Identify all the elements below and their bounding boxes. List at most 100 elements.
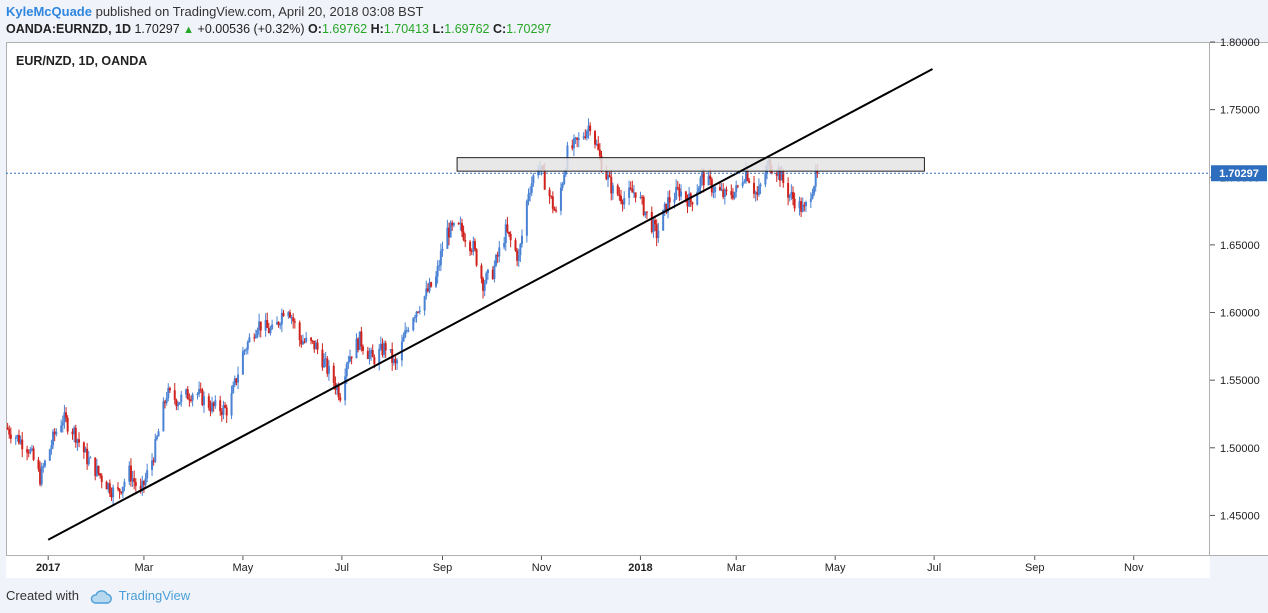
candle-body[interactable]: [198, 389, 201, 395]
candle-body[interactable]: [305, 337, 308, 342]
candle-body[interactable]: [345, 363, 348, 377]
candle-body[interactable]: [256, 330, 259, 335]
candle-body[interactable]: [165, 398, 168, 404]
candle-body[interactable]: [287, 312, 290, 317]
candle-body[interactable]: [324, 358, 327, 360]
candle-body[interactable]: [495, 254, 498, 266]
candle-body[interactable]: [254, 334, 257, 339]
candle-body[interactable]: [418, 310, 421, 312]
candle-body[interactable]: [73, 427, 76, 435]
candle-body[interactable]: [777, 167, 780, 176]
candle-body[interactable]: [655, 224, 658, 239]
candle-body[interactable]: [224, 405, 227, 408]
candle-body[interactable]: [326, 358, 329, 374]
candle-body[interactable]: [237, 374, 240, 383]
candle-body[interactable]: [675, 187, 678, 200]
candle-body[interactable]: [447, 227, 450, 238]
candle-body[interactable]: [209, 407, 212, 412]
candle-body[interactable]: [428, 282, 431, 292]
candle-body[interactable]: [770, 171, 773, 174]
candle-body[interactable]: [452, 223, 455, 226]
candle-body[interactable]: [313, 340, 316, 350]
candle-body[interactable]: [189, 399, 192, 401]
candle-body[interactable]: [321, 349, 324, 368]
candle-body[interactable]: [219, 400, 222, 412]
candle-body[interactable]: [266, 320, 269, 328]
candle-body[interactable]: [211, 402, 214, 412]
candle-body[interactable]: [21, 439, 24, 450]
ascending-trendline[interactable]: [47, 68, 933, 541]
candle-body[interactable]: [793, 198, 796, 209]
candle-body[interactable]: [662, 209, 665, 231]
candle-body[interactable]: [451, 222, 454, 226]
candle-body[interactable]: [131, 478, 134, 482]
candle-body[interactable]: [610, 176, 613, 194]
candle-body[interactable]: [529, 192, 532, 195]
candle-body[interactable]: [709, 175, 712, 180]
candle-body[interactable]: [472, 241, 475, 252]
candle-body[interactable]: [349, 356, 351, 362]
candle-body[interactable]: [14, 437, 17, 439]
candle-body[interactable]: [473, 241, 476, 250]
candle-body[interactable]: [368, 353, 371, 359]
candle-body[interactable]: [116, 487, 119, 489]
candle-body[interactable]: [118, 488, 121, 492]
candle-body[interactable]: [128, 465, 131, 482]
candle-body[interactable]: [801, 204, 804, 212]
candle-body[interactable]: [594, 131, 597, 145]
candle-body[interactable]: [676, 187, 679, 189]
candle-body[interactable]: [736, 185, 739, 187]
candle-body[interactable]: [628, 187, 631, 198]
candle-body[interactable]: [457, 223, 460, 225]
candle-body[interactable]: [95, 465, 98, 476]
candle-body[interactable]: [347, 361, 350, 364]
candle-body[interactable]: [157, 431, 160, 437]
candle-body[interactable]: [680, 191, 683, 197]
candle-body[interactable]: [19, 439, 22, 444]
candle-body[interactable]: [178, 402, 181, 405]
candle-body[interactable]: [168, 388, 171, 391]
candle-body[interactable]: [16, 435, 19, 438]
candle-body[interactable]: [634, 192, 637, 198]
time-axis[interactable]: [6, 556, 1210, 578]
candle-body[interactable]: [107, 483, 110, 490]
candle-body[interactable]: [611, 185, 614, 194]
candle-body[interactable]: [607, 175, 609, 180]
candle-body[interactable]: [99, 473, 102, 476]
candle-body[interactable]: [142, 480, 145, 485]
candle-body[interactable]: [241, 351, 244, 375]
candle-body[interactable]: [389, 349, 392, 351]
candle-body[interactable]: [316, 342, 319, 350]
candle-body[interactable]: [202, 396, 205, 406]
candle-body[interactable]: [498, 247, 501, 257]
candle-body[interactable]: [84, 448, 87, 453]
candle-body[interactable]: [744, 170, 747, 182]
candle-body[interactable]: [686, 199, 689, 207]
candle-body[interactable]: [186, 389, 189, 400]
candle-body[interactable]: [366, 350, 369, 359]
candle-body[interactable]: [514, 240, 517, 251]
candle-body[interactable]: [199, 389, 202, 391]
candle-body[interactable]: [277, 322, 280, 326]
candle-body[interactable]: [164, 401, 167, 404]
candle-body[interactable]: [764, 173, 767, 185]
candle-body[interactable]: [616, 185, 619, 195]
candle-body[interactable]: [212, 402, 215, 407]
candle-body[interactable]: [712, 191, 715, 193]
candle-body[interactable]: [301, 341, 304, 345]
author-link[interactable]: KyleMcQuade: [6, 4, 92, 19]
candle-body[interactable]: [530, 183, 533, 193]
candle-body[interactable]: [548, 189, 551, 197]
candle-body[interactable]: [757, 186, 760, 195]
candle-body[interactable]: [525, 200, 528, 236]
candle-body[interactable]: [462, 231, 465, 240]
candle-body[interactable]: [657, 230, 660, 239]
candle-body[interactable]: [327, 365, 330, 374]
candle-body[interactable]: [618, 194, 621, 196]
candle-body[interactable]: [175, 399, 178, 407]
candle-body[interactable]: [110, 493, 113, 498]
candle-body[interactable]: [595, 143, 598, 145]
candle-body[interactable]: [482, 278, 485, 291]
candle-body[interactable]: [379, 343, 382, 349]
candle-body[interactable]: [196, 394, 199, 396]
